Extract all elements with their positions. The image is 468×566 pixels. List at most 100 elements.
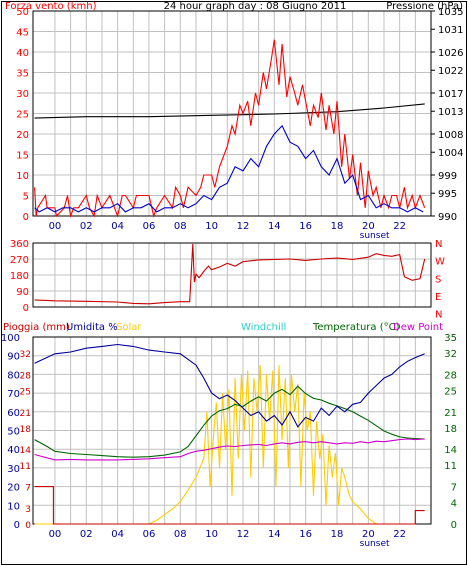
x-tick-label: 04 [111, 221, 124, 232]
wind-axis-tick-label: 30 [16, 89, 29, 100]
rain-axis-tick-label: 21 [444, 408, 457, 419]
panel3-legend-label: Dew Point [393, 322, 443, 333]
humidity-axis-tick-label: 70 [7, 389, 20, 400]
wind-axis-tick-label: 15 [16, 151, 29, 162]
x-tick-label: 00 [49, 221, 62, 232]
direction-axis-letter: N [435, 239, 442, 250]
x-tick-label: 02 [80, 221, 93, 232]
pressure-axis-tick-label: 1013 [438, 107, 463, 118]
temperature-axis-tick-label: 28 [20, 371, 32, 381]
humidity-axis-tick-label: 30 [7, 464, 20, 475]
pressure-axis-tick-label: 999 [438, 171, 457, 182]
plot-frame [32, 10, 432, 217]
direction-axis-tick-label: 90 [16, 287, 29, 298]
wind-axis-tick-label: 45 [16, 28, 29, 39]
humidity-axis-tick-label: 0 [14, 520, 20, 531]
x-tick-label: 16 [299, 529, 312, 540]
pressure-axis-tick-label: 995 [438, 189, 457, 200]
wind-axis-tick-label: 20 [16, 130, 29, 141]
rain-axis-tick-label: 28 [444, 370, 457, 381]
pressure-axis-tick-label: 1035 [438, 7, 463, 18]
temperature-axis-tick-label: 11 [20, 462, 31, 472]
x-tick-label: 22 [393, 529, 406, 540]
pressure-axis-tick-label: 1008 [438, 130, 463, 141]
series-pressure-line [34, 103, 425, 119]
temperature-axis-tick-label: 18 [20, 425, 32, 435]
rain-axis-tick-label: 14 [444, 445, 457, 456]
rain-axis-tick-label: 7 [451, 483, 457, 494]
temperature-axis-tick-label: 7 [25, 484, 31, 494]
rain-axis-tick-label: 4 [451, 499, 457, 510]
pressure-axis-tick-label: 990 [438, 212, 457, 223]
plot-frame [32, 242, 432, 308]
x-tick-label: 16 [299, 221, 312, 232]
direction-axis-letter: S [435, 274, 441, 285]
direction-axis-letter: W [435, 257, 445, 268]
x-tick-label: 12 [237, 221, 250, 232]
x-tick-label: 20 [362, 221, 375, 232]
rain-axis-tick-label: 0 [451, 520, 457, 531]
panel3-legend-label: Umidita % [66, 322, 118, 333]
pressure-axis-tick-label: 1004 [438, 148, 463, 159]
series-wind-direction-line [34, 243, 426, 305]
wind-axis-tick-label: 25 [16, 110, 29, 121]
pressure-axis-tick-label: 1022 [438, 66, 463, 77]
direction-axis-tick-label: 360 [10, 239, 29, 250]
humidity-axis-tick-label: 20 [7, 483, 20, 494]
x-tick-label: 10 [205, 221, 218, 232]
x-tick-label: 14 [268, 529, 281, 540]
temperature-axis-tick-label: 32 [20, 350, 31, 360]
rain-axis-tick-label: 11 [444, 461, 457, 472]
x-tick-label: 02 [80, 529, 93, 540]
humidity-axis-tick-label: 10 [7, 501, 20, 512]
series-dewpoint-line [34, 438, 425, 461]
direction-axis-letter: E [435, 292, 441, 303]
x-tick-label: 18 [331, 529, 344, 540]
sunset-marker-label: sunset [360, 539, 390, 549]
wind-axis-tick-label: 10 [16, 171, 29, 182]
series-rain-line [34, 486, 425, 525]
rain-axis-tick-label: 35 [444, 333, 457, 344]
temperature-axis-tick-label: 25 [20, 387, 31, 397]
wind-axis-tick-label: 0 [23, 212, 29, 223]
pressure-axis-label: Pressione (hPa) [386, 1, 463, 12]
panel3-legend-label: Windchill [241, 322, 286, 333]
temperature-axis-tick-label: 0 [25, 521, 31, 531]
rain-axis-tick-label: 18 [444, 424, 457, 435]
humidity-axis-tick-label: 80 [7, 370, 20, 381]
rain-axis-tick-label: 32 [444, 349, 457, 360]
pressure-axis-tick-label: 1026 [438, 48, 463, 59]
direction-axis-tick-label: 270 [10, 255, 29, 266]
x-tick-label: 04 [111, 529, 124, 540]
humidity-axis-tick-label: 100 [1, 333, 20, 344]
wind-axis-tick-label: 5 [23, 192, 29, 203]
wind-axis-tick-label: 50 [16, 7, 29, 18]
temperature-axis-tick-label: 14 [20, 446, 32, 456]
direction-axis-letter: N [435, 310, 442, 321]
humidity-axis-tick-label: 90 [7, 352, 20, 363]
chart-title: 24 hour graph day : 08 Giugno 2011 [164, 1, 347, 12]
panel3-legend-label: Temperatura (°C) [312, 322, 400, 333]
series-gust-line [34, 124, 424, 213]
x-tick-label: 00 [49, 529, 62, 540]
series-solar-line [34, 365, 377, 525]
x-tick-label: 20 [362, 529, 375, 540]
x-tick-label: 08 [174, 221, 187, 232]
sunset-marker-label: sunset [360, 231, 390, 241]
temperature-axis-tick-label: 21 [20, 409, 31, 419]
x-tick-label: 10 [205, 529, 218, 540]
pressure-axis-tick-label: 1017 [438, 89, 463, 100]
x-tick-label: 06 [143, 221, 156, 232]
humidity-axis-tick-label: 50 [7, 427, 20, 438]
wind-axis-tick-label: 35 [16, 69, 29, 80]
wind-axis-tick-label: 40 [16, 48, 29, 59]
panel3-legend-label: Pioggia (mm) [3, 322, 70, 333]
wind-axis-label: Forza vento (kmh) [5, 1, 97, 12]
temperature-axis-tick-label: 3 [25, 505, 31, 515]
series-humidity-line [34, 343, 425, 428]
x-tick-label: 06 [143, 529, 156, 540]
x-tick-label: 18 [331, 221, 344, 232]
